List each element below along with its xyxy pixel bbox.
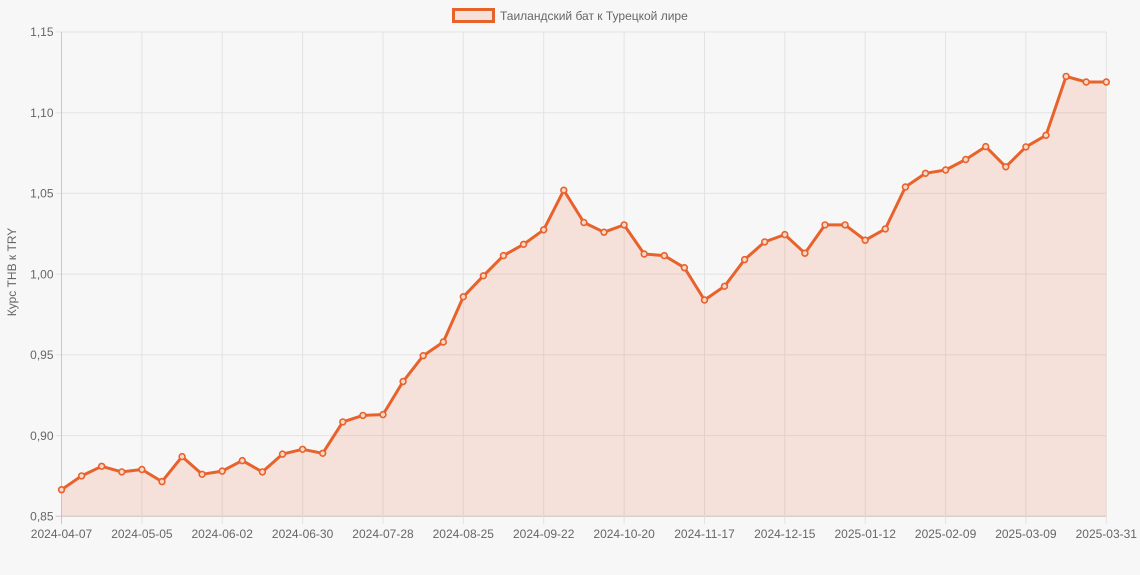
svg-text:0,90: 0,90 bbox=[30, 429, 54, 443]
svg-text:1,05: 1,05 bbox=[30, 187, 54, 201]
svg-text:2024-07-28: 2024-07-28 bbox=[352, 527, 414, 541]
svg-text:2024-11-17: 2024-11-17 bbox=[674, 527, 735, 541]
svg-text:1,10: 1,10 bbox=[30, 106, 54, 120]
svg-text:Таиландский бат к Турецкой лир: Таиландский бат к Турецкой лире bbox=[500, 9, 688, 23]
svg-text:2025-03-09: 2025-03-09 bbox=[995, 527, 1057, 541]
svg-text:0,85: 0,85 bbox=[30, 510, 54, 524]
svg-text:2024-06-02: 2024-06-02 bbox=[192, 527, 254, 541]
svg-text:2024-08-25: 2024-08-25 bbox=[433, 527, 495, 541]
svg-text:2024-10-20: 2024-10-20 bbox=[593, 527, 655, 541]
svg-text:2024-12-15: 2024-12-15 bbox=[754, 527, 816, 541]
svg-text:2024-05-05: 2024-05-05 bbox=[111, 527, 173, 541]
svg-text:1,00: 1,00 bbox=[30, 267, 54, 281]
svg-text:Курс THB к TRY: Курс THB к TRY bbox=[5, 228, 19, 317]
svg-text:2024-04-07: 2024-04-07 bbox=[31, 527, 93, 541]
svg-text:2024-06-30: 2024-06-30 bbox=[272, 527, 334, 541]
svg-text:0,95: 0,95 bbox=[30, 348, 54, 362]
svg-text:2024-09-22: 2024-09-22 bbox=[513, 527, 575, 541]
svg-text:2025-02-09: 2025-02-09 bbox=[915, 527, 977, 541]
svg-text:2025-01-12: 2025-01-12 bbox=[835, 527, 897, 541]
svg-text:2025-03-31: 2025-03-31 bbox=[1076, 527, 1138, 541]
svg-text:1,15: 1,15 bbox=[30, 25, 54, 39]
